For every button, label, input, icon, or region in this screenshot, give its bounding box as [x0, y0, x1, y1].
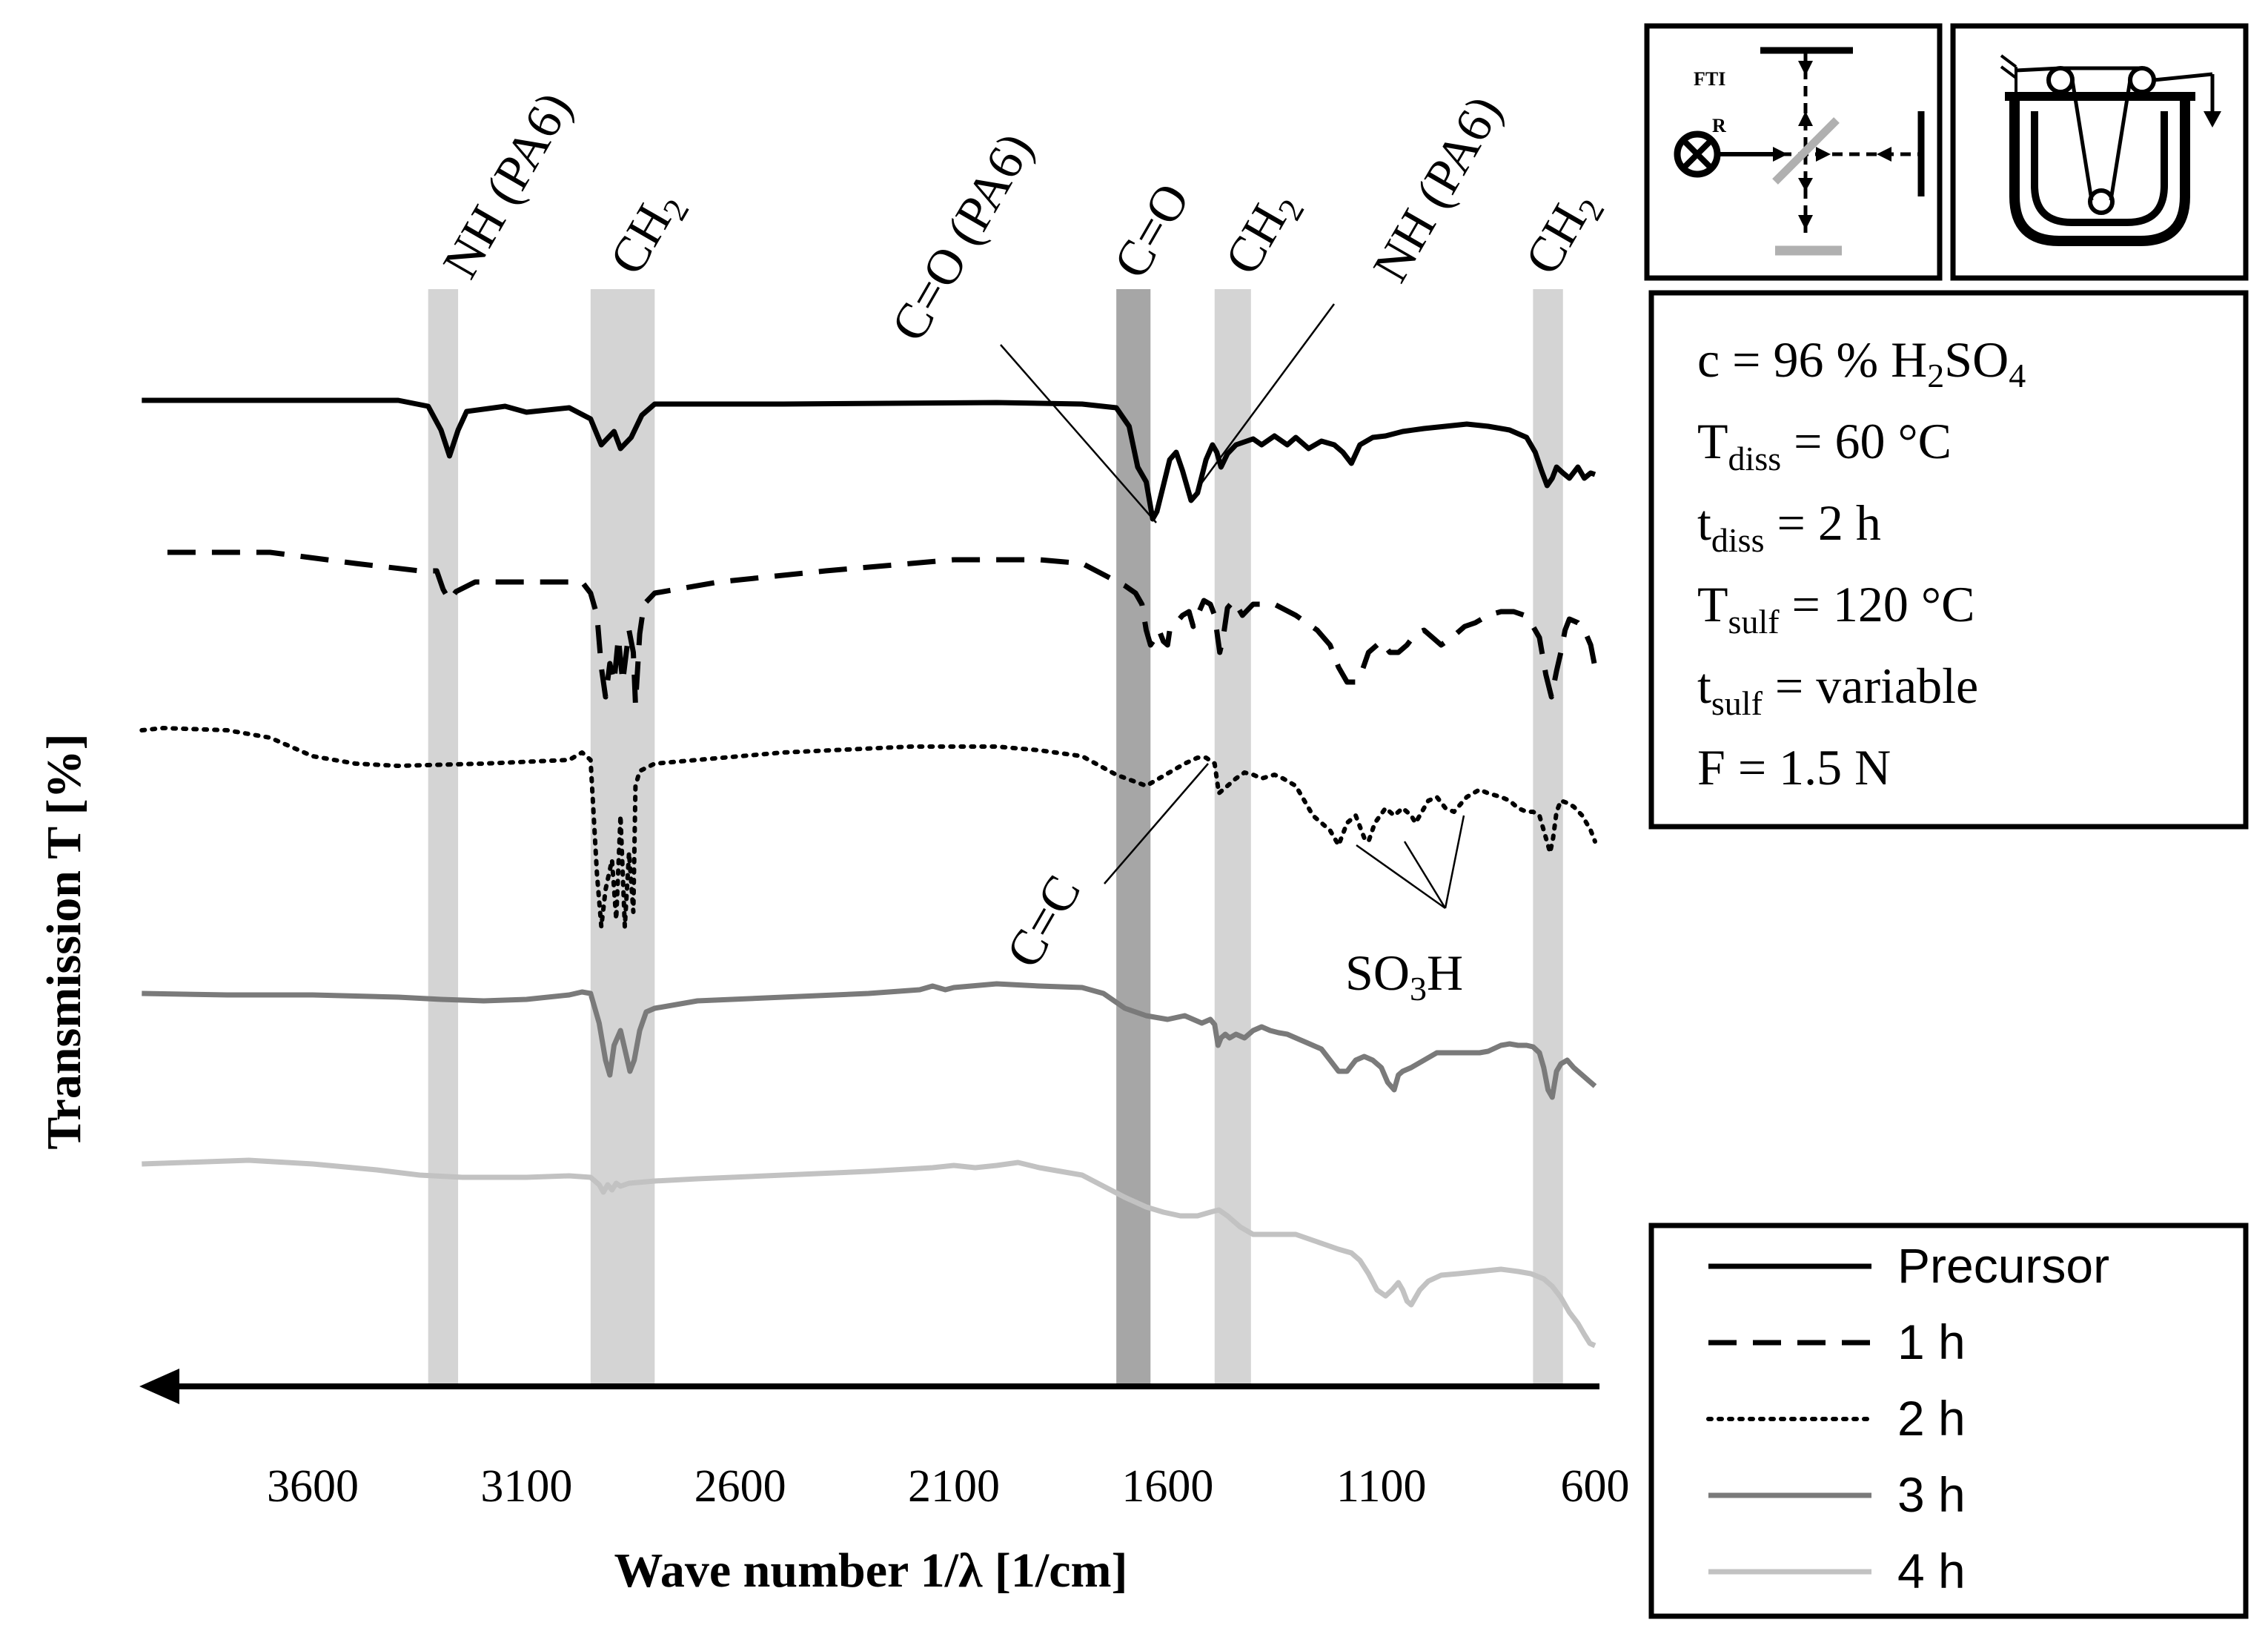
legend-label-0: Precursor: [1897, 1238, 2109, 1293]
outer-vessel-icon: [2009, 96, 2190, 246]
series-line-4: [142, 1157, 1596, 1349]
x-tick-label-2: 2600: [694, 1461, 786, 1512]
legend-label-1: 1 h: [1897, 1314, 1966, 1369]
legend-label-3: 3 h: [1897, 1467, 1966, 1522]
band-0: [428, 289, 459, 1385]
x-tick-label-5: 1100: [1336, 1461, 1427, 1512]
annotation-line-co-pa6: [1000, 344, 1157, 523]
pulley-bottom-icon: [2088, 188, 2115, 215]
inner-vessel-icon: [2031, 111, 2168, 226]
condition-time-diss: tdiss = 2 h: [1697, 494, 1881, 559]
source-icon: [1674, 130, 1721, 178]
band-1: [590, 289, 655, 1385]
label-nh-pa6: NH (PA6): [431, 82, 582, 287]
label-ch2-1: CH2: [598, 180, 696, 287]
legend-label-4: 4 h: [1897, 1544, 1966, 1598]
band-3: [1214, 289, 1251, 1385]
condition-concentration: c = 96 % H2SO4: [1697, 331, 2026, 394]
x-tick-label-1: 3100: [480, 1461, 572, 1512]
ftir-schematic-frame: [1644, 23, 1943, 281]
beam-splitter-icon: [1772, 117, 1840, 185]
label-ch2-2: CH2: [1213, 180, 1311, 287]
legend: Precursor 1 h 2 h 3 h 4 h: [1648, 1223, 2249, 1619]
series-line-0: [142, 397, 1596, 522]
annotation-line-so3h-2: [1403, 841, 1447, 909]
condition-time-sulf: tsulf = variable: [1697, 658, 1978, 722]
x-tick-label-4: 1600: [1121, 1461, 1213, 1512]
label-cc: C=C: [995, 866, 1091, 977]
condition-t-sulf: Tsulf = 120 °C: [1697, 576, 1974, 641]
x-tick-label-6: 600: [1561, 1461, 1630, 1512]
x-tick-labels: 3600 3100 2600 2100 1600 1100 600: [267, 1461, 1630, 1512]
spectra: [139, 397, 1598, 1349]
label-ch2-3: CH2: [1513, 180, 1611, 287]
absorption-bands: [428, 289, 1563, 1385]
ftir-schematic: FTI R: [1644, 23, 1943, 281]
x-tick-label-3: 2100: [908, 1461, 1000, 1512]
annotation-line-so3h-3: [1444, 815, 1465, 909]
label-co-pa6: C=O (PA6): [880, 123, 1044, 350]
label-nh-pa6-2: NH (PA6): [1362, 86, 1512, 291]
annotation-line-so3h-1: [1356, 844, 1446, 910]
fiber-right: [2109, 79, 2132, 201]
series-line-2: [139, 726, 1597, 929]
conditions-frame: [1648, 290, 2249, 830]
conditions-box: c = 96 % H2SO4 Tdiss = 60 °C tdiss = 2 h…: [1648, 290, 2249, 830]
condition-force: F = 1.5 N: [1697, 739, 1891, 796]
label-co: C=O: [1102, 173, 1200, 287]
series-line-3: [142, 981, 1597, 1100]
legend-label-2: 2 h: [1897, 1391, 1966, 1446]
annotation-line-cc: [1104, 763, 1209, 884]
annotation-lines: [1000, 303, 1465, 910]
ftir-label-bottom: R: [1712, 115, 1726, 136]
series-line-1: [167, 549, 1598, 707]
bath-schematic: [1950, 23, 2249, 281]
label-so3h: SO3H: [1345, 945, 1463, 1008]
pull-arrow-icon: [2204, 111, 2221, 128]
x-axis-arrow-icon: [139, 1369, 179, 1404]
x-axis: 3600 3100 2600 2100 1600 1100 600 Wave number …: [139, 1369, 1630, 1598]
y-axis-label: Transmission T [%]: [37, 733, 91, 1149]
condition-t-diss: Tdiss = 60 °C: [1697, 413, 1952, 477]
fiber-left: [2070, 79, 2094, 201]
ftir-label-top: FTI: [1694, 68, 1725, 90]
x-axis-label: Wave number 1/λ [1/cm]: [614, 1544, 1128, 1598]
x-tick-label-0: 3600: [267, 1461, 359, 1512]
